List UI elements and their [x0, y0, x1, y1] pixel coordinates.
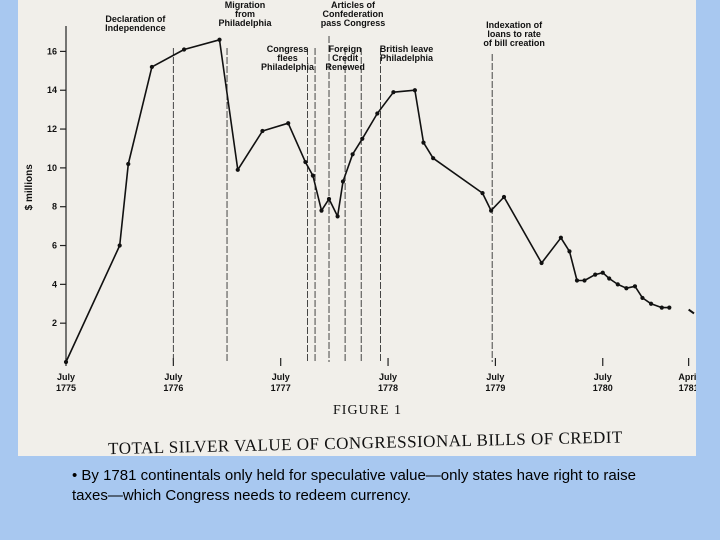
event-label: Congress: [267, 44, 309, 54]
data-point: [340, 179, 346, 184]
data-point: [640, 295, 645, 301]
event-label: loans to rate: [487, 29, 541, 39]
x-tick-year: 1779: [485, 383, 505, 393]
data-point: [593, 272, 598, 277]
data-point: [567, 249, 572, 254]
event-label: British leave: [380, 44, 434, 54]
series-line: [65, 39, 670, 363]
data-point: [582, 278, 587, 283]
x-tick-label: April: [678, 372, 696, 382]
y-tick-label: 4: [52, 279, 57, 289]
data-point: [360, 136, 365, 141]
y-axis-label: $ millions: [24, 164, 35, 211]
data-point: [501, 194, 507, 200]
data-point: [539, 260, 544, 266]
event-markers: Declaration ofIndependenceMigrationfromP…: [105, 0, 545, 362]
event-label: Credit: [332, 53, 358, 63]
data-point: [375, 111, 380, 116]
series-tail: [688, 308, 695, 315]
event-label: pass Congress: [321, 18, 386, 28]
data-point: [421, 140, 426, 145]
data-point: [391, 90, 396, 95]
chart-title: TOTAL SILVER VALUE OF CONGRESSIONAL BILL…: [108, 427, 623, 456]
event-label: Foreign: [329, 44, 362, 54]
event-label: flees: [277, 53, 298, 63]
data-point: [335, 214, 340, 219]
data-point: [607, 276, 612, 281]
data-point: [149, 64, 154, 70]
x-tick-year: 1775: [56, 383, 76, 393]
y-tick-label: 12: [47, 124, 57, 134]
figure-label: FIGURE 1: [333, 403, 402, 418]
x-tick-label: July: [164, 372, 182, 382]
event-label: Declaration of: [105, 14, 166, 24]
data-point: [326, 196, 332, 202]
data-series: [63, 37, 695, 365]
data-point: [319, 208, 324, 213]
scanned-figure: 2 4 6 8 10 12 14 16 $ millions July 1775 July 1776 Ju…: [18, 0, 696, 456]
data-point: [310, 173, 316, 178]
event-label: Philadelphia: [380, 53, 434, 63]
event-label: Independence: [105, 23, 166, 33]
x-tick-year: 1780: [593, 383, 613, 393]
x-tick-year: 1778: [378, 383, 398, 393]
data-point: [217, 37, 222, 42]
y-tick-label: 14: [47, 85, 57, 95]
data-point: [624, 286, 629, 291]
data-point: [412, 88, 417, 93]
data-point: [260, 128, 265, 134]
event-label: Articles of: [331, 0, 376, 10]
data-point: [667, 305, 672, 310]
data-point: [126, 161, 131, 167]
x-tick-year: 1776: [163, 383, 183, 393]
data-point: [574, 278, 580, 283]
x-tick-year: 1777: [271, 383, 291, 393]
data-point: [632, 284, 638, 289]
event-label: Philadelphia: [219, 18, 273, 28]
data-point: [431, 156, 436, 161]
y-tick-label: 10: [47, 163, 57, 173]
y-tick-label: 16: [47, 46, 57, 56]
y-tick-label: 2: [52, 318, 57, 328]
data-point: [615, 282, 620, 287]
x-tick-label: July: [486, 372, 504, 382]
data-point: [286, 121, 291, 126]
event-label: Philadelphia: [261, 62, 315, 72]
event-label: Confederation: [323, 9, 384, 19]
data-point: [181, 47, 187, 52]
data-point: [480, 191, 485, 196]
x-tick-label: July: [57, 372, 75, 382]
data-point: [235, 167, 240, 172]
event-label: of bill creation: [483, 38, 545, 48]
data-point: [63, 359, 69, 365]
y-tick-label: 6: [52, 241, 57, 251]
data-point: [117, 243, 122, 248]
data-point: [659, 305, 664, 310]
data-point: [648, 301, 654, 306]
data-point: [600, 270, 605, 275]
x-tick-label: July: [379, 372, 397, 382]
data-point: [489, 208, 494, 213]
x-tick-label: July: [272, 372, 290, 382]
slide-caption: • By 1781 continentals only held for spe…: [72, 467, 636, 504]
x-tick-year: 1781: [679, 383, 696, 393]
data-point: [303, 159, 308, 165]
event-label: from: [235, 9, 255, 19]
event-label: Renewed: [325, 62, 365, 72]
data-point: [350, 152, 355, 157]
event-label: Migration: [225, 0, 266, 10]
data-point: [558, 235, 563, 240]
x-tick-label: July: [594, 372, 612, 382]
y-tick-label: 8: [52, 202, 57, 212]
event-label: Indexation of: [486, 20, 543, 30]
